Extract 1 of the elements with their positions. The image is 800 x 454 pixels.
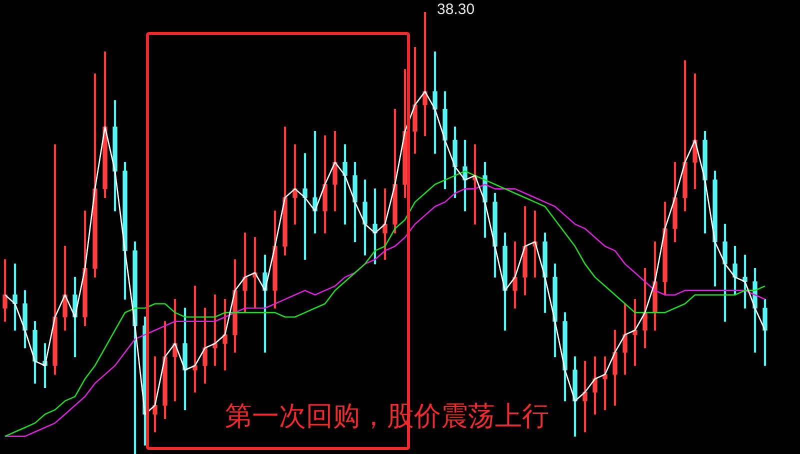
- annotation: 38.30: [437, 1, 475, 18]
